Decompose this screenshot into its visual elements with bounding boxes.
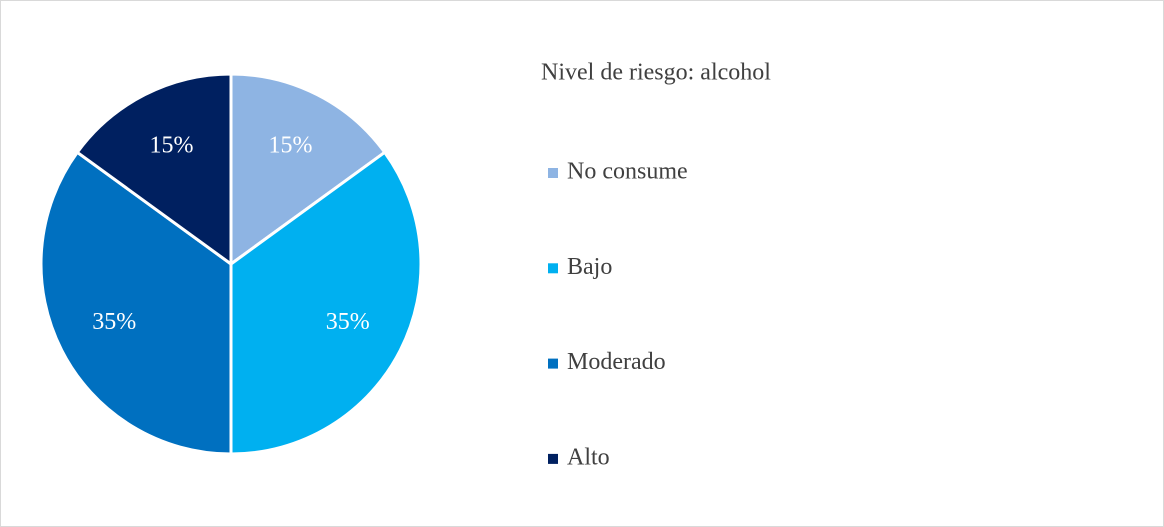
pie-slice	[75, 72, 233, 267]
pie-slice	[39, 150, 233, 456]
legend-label: Alto	[567, 444, 610, 470]
data-label: 15%	[149, 133, 193, 159]
data-label: 15%	[269, 133, 313, 159]
pie-slice	[229, 72, 387, 267]
legend-title: Nivel de riesgo: alcohol	[541, 60, 771, 86]
pie-slice	[229, 150, 423, 456]
legend-swatch	[548, 168, 558, 178]
data-label: 35%	[326, 309, 370, 335]
legend-swatch	[548, 358, 558, 369]
legend-swatch	[548, 453, 558, 464]
legend-swatch	[548, 263, 558, 274]
legend-label: Moderado	[567, 349, 666, 375]
data-label: 35%	[92, 309, 136, 335]
legend-label: No consume	[567, 159, 688, 185]
legend-label: Bajo	[567, 254, 612, 280]
